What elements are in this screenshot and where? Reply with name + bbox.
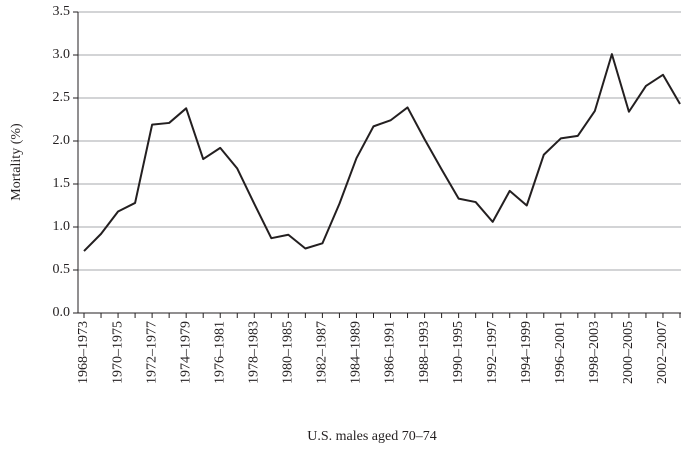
x-tick-label: 1984–1989 (349, 321, 364, 384)
x-tick-label: 1986–1991 (383, 321, 398, 384)
x-tick-label: 1980–1985 (281, 321, 296, 384)
x-tick-label: 1976–1981 (212, 321, 227, 384)
x-tick-label: 1998–2003 (587, 321, 602, 384)
x-tick-label: 1992–1997 (485, 321, 500, 384)
data-line (83, 53, 681, 252)
x-tick-label: 2002–2007 (655, 321, 670, 384)
x-axis-title: U.S. males aged 70–74 (307, 429, 436, 444)
x-tick-label: 1982–1987 (315, 321, 330, 384)
y-axis-title: Mortality (%) (9, 123, 24, 201)
y-tick-label: 0.0 (53, 305, 71, 320)
x-tick-label: 2000–2005 (621, 321, 636, 384)
x-tick-label: 1970–1975 (110, 321, 125, 384)
x-tick-label: 1968–1973 (76, 321, 91, 384)
y-tick-label: 1.5 (53, 176, 71, 191)
y-tick-label: 1.0 (53, 219, 71, 234)
y-tick-label: 2.5 (53, 90, 71, 105)
x-tick-label: 1988–1993 (417, 321, 432, 384)
x-tick-label: 1978–1983 (247, 321, 262, 384)
y-tick-label: 0.5 (53, 262, 71, 277)
y-tick-label: 3.5 (53, 4, 71, 19)
x-tick-label: 1974–1979 (178, 321, 193, 384)
x-tick-label: 1972–1977 (144, 321, 159, 384)
y-tick-label: 2.0 (53, 133, 71, 148)
y-tick-label: 3.0 (53, 47, 71, 62)
x-tick-label: 1994–1999 (519, 321, 534, 384)
x-tick-label: 1990–1995 (451, 321, 466, 384)
x-tick-label: 1996–2001 (553, 321, 568, 384)
